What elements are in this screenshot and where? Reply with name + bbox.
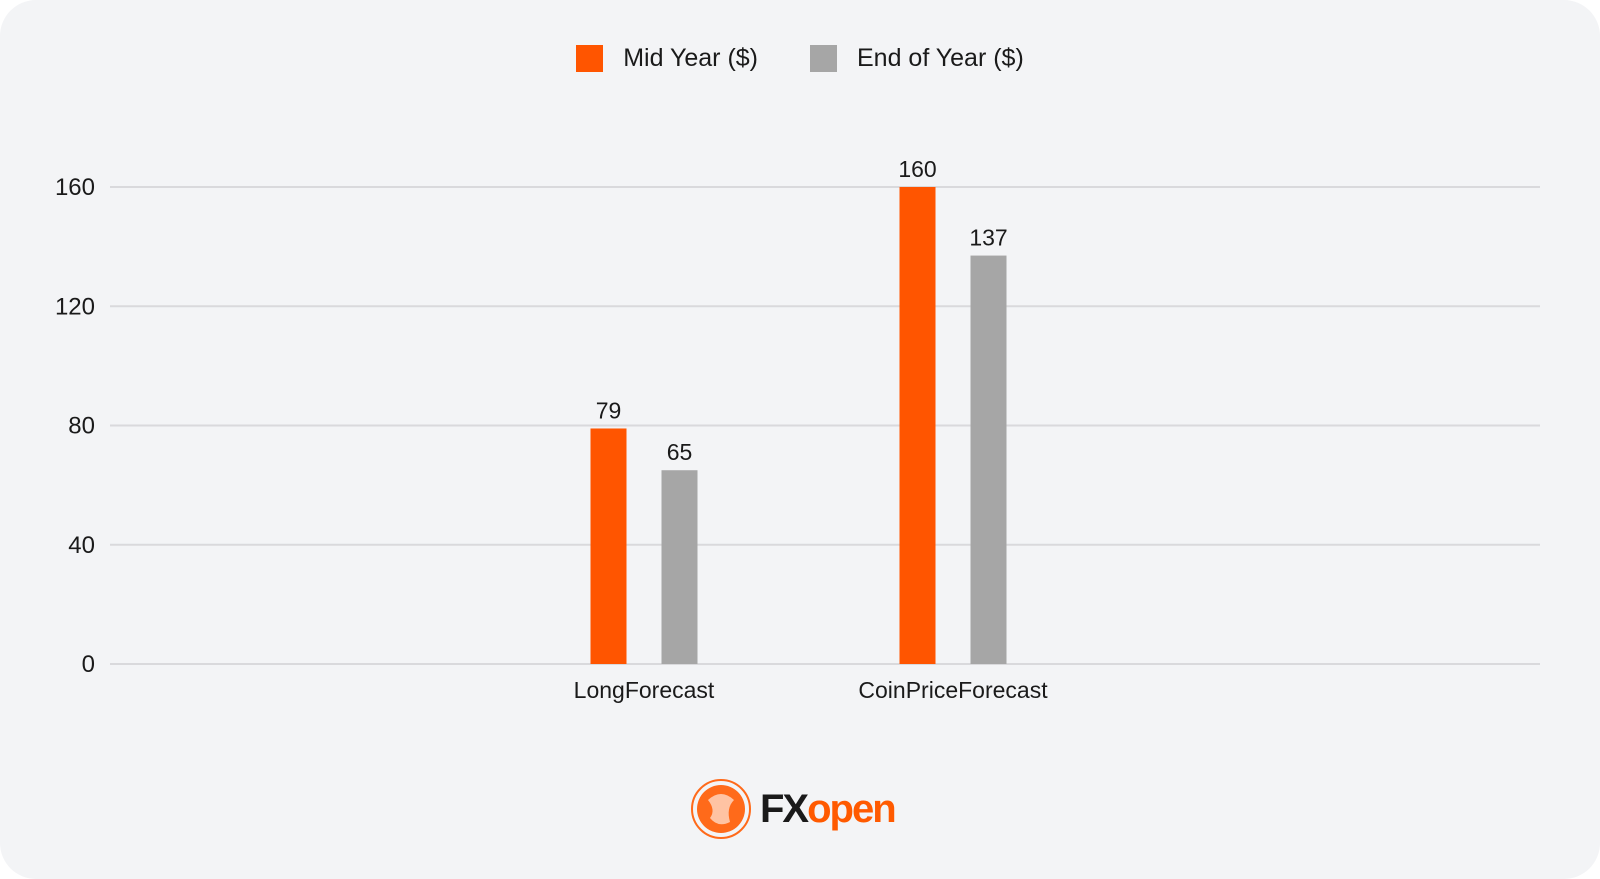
y-tick-label: 40 xyxy=(68,532,95,559)
y-tick-label: 80 xyxy=(68,413,95,440)
legend-item-mid-year: Mid Year ($) xyxy=(576,44,758,73)
x-tick-label: CoinPriceForecast xyxy=(858,677,1048,703)
bar xyxy=(590,428,627,664)
fxopen-logo: FXopen xyxy=(690,778,897,840)
bar xyxy=(661,470,698,664)
legend-item-end-of-year: End of Year ($) xyxy=(810,44,1024,73)
data-label: 160 xyxy=(898,156,936,182)
bull-logo-icon xyxy=(691,779,751,839)
y-tick-label: 160 xyxy=(55,174,95,201)
data-label: 79 xyxy=(596,397,622,423)
legend-swatch-end-of-year xyxy=(810,45,837,72)
data-label: 137 xyxy=(969,225,1007,251)
bar xyxy=(970,255,1007,664)
legend-label: End of Year ($) xyxy=(857,44,1024,72)
legend-label: Mid Year ($) xyxy=(623,44,758,72)
bar xyxy=(899,187,936,664)
y-tick-label: 0 xyxy=(82,651,95,678)
data-label: 65 xyxy=(667,439,693,465)
legend: Mid Year ($) End of Year ($) xyxy=(0,44,1600,73)
y-tick-label: 120 xyxy=(55,293,95,320)
legend-swatch-mid-year xyxy=(576,45,604,72)
logo-text-fx: FX xyxy=(760,786,809,831)
logo-text-open: open xyxy=(807,786,897,831)
x-tick-label: LongForecast xyxy=(574,677,715,703)
